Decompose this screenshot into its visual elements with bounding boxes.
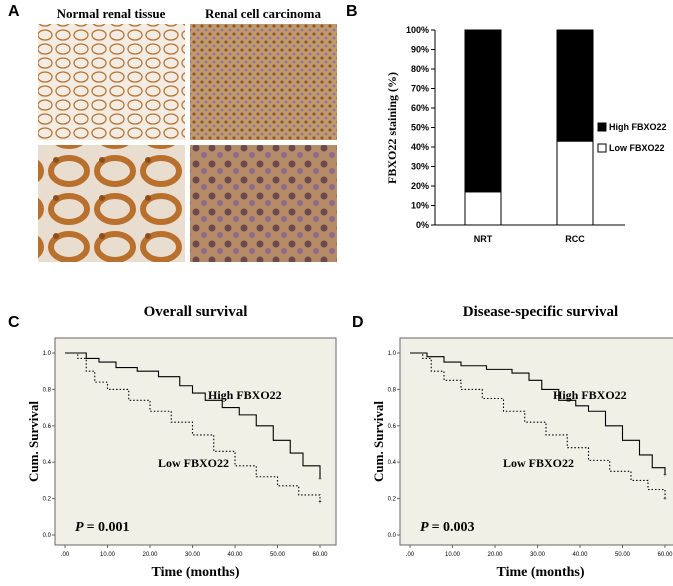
series-label: Low FBXO22 bbox=[503, 456, 574, 470]
p-symbol: P bbox=[75, 520, 84, 535]
y-tick-label: 60% bbox=[411, 103, 429, 113]
p-symbol: P bbox=[420, 520, 429, 535]
y-tick-label: 80% bbox=[411, 64, 429, 74]
x-tick-label: 10.00 bbox=[100, 552, 116, 558]
survival-curve bbox=[410, 352, 666, 475]
x-tick-label: 60.00 bbox=[312, 552, 328, 558]
bar-segment bbox=[556, 29, 594, 142]
y-tick-label: 40% bbox=[411, 142, 429, 152]
x-tick-label: 50.00 bbox=[615, 552, 631, 558]
y-axis-label: FBXO22 staining (%) bbox=[385, 72, 399, 184]
x-tick-label: 40.00 bbox=[572, 552, 588, 558]
y-tick-label: 0.6 bbox=[43, 424, 52, 430]
x-tick-label: 10.00 bbox=[445, 552, 461, 558]
y-tick-label: 0.2 bbox=[388, 497, 397, 503]
x-tick-label: 50.00 bbox=[270, 552, 286, 558]
panel-letter: A bbox=[8, 3, 20, 20]
y-tick-label: 100% bbox=[406, 25, 429, 35]
x-tick-label: 30.00 bbox=[530, 552, 546, 558]
y-axis-label: Cum. Survival bbox=[371, 401, 386, 482]
y-tick-label: 30% bbox=[411, 162, 429, 172]
panel-label: Normal renal tissue bbox=[57, 6, 166, 21]
legend-label: High FBXO22 bbox=[609, 122, 667, 132]
x-tick-label: 60.00 bbox=[657, 552, 673, 558]
y-tick-label: 0.4 bbox=[388, 460, 397, 466]
p-value: P = 0.003 bbox=[420, 520, 475, 535]
censor-mark: + bbox=[318, 475, 322, 483]
y-tick-label: 0.0 bbox=[43, 533, 52, 539]
panel-letter: D bbox=[352, 314, 364, 331]
x-tick-label: .00 bbox=[61, 552, 70, 558]
x-tick-label: .00 bbox=[406, 552, 415, 558]
panel-label: Renal cell carcinoma bbox=[205, 6, 322, 21]
micrograph bbox=[190, 24, 337, 140]
y-tick-label: 1.0 bbox=[43, 351, 52, 357]
x-tick-label: RCC bbox=[565, 234, 585, 244]
y-tick-label: 0.8 bbox=[43, 387, 52, 393]
bar-segment bbox=[464, 29, 502, 193]
y-tick-label: 90% bbox=[411, 45, 429, 55]
bar-segment bbox=[556, 140, 594, 226]
x-axis-label: Time (months) bbox=[496, 565, 584, 580]
y-tick-label: 10% bbox=[411, 201, 429, 211]
x-tick-label: NRT bbox=[474, 234, 493, 244]
legend-swatch bbox=[597, 143, 607, 153]
series-label: Low FBXO22 bbox=[158, 456, 229, 470]
y-tick-label: 0.6 bbox=[388, 424, 397, 430]
plot-area bbox=[399, 337, 673, 546]
censor-mark: + bbox=[663, 495, 667, 503]
survival-curve bbox=[65, 352, 321, 479]
x-axis-label: Time (months) bbox=[151, 565, 239, 580]
y-tick-label: 0.4 bbox=[43, 460, 52, 466]
micrograph bbox=[38, 145, 185, 262]
plot-area bbox=[54, 337, 337, 546]
y-axis-label: Cum. Survival bbox=[26, 401, 41, 482]
y-tick-label: 0% bbox=[416, 220, 429, 230]
censor-mark: + bbox=[318, 498, 322, 506]
p-value: P = 0.001 bbox=[75, 520, 130, 535]
x-tick-label: 20.00 bbox=[142, 552, 158, 558]
x-tick-label: 30.00 bbox=[185, 552, 201, 558]
chart-title: Overall survival bbox=[144, 304, 248, 320]
series-label: High FBXO22 bbox=[208, 388, 282, 402]
panel-letter: B bbox=[346, 3, 358, 20]
y-tick-label: 0.8 bbox=[388, 387, 397, 393]
series-label: High FBXO22 bbox=[553, 388, 627, 402]
chart-title: Disease-specific survival bbox=[463, 304, 618, 320]
y-tick-label: 50% bbox=[411, 123, 429, 133]
y-tick-label: 1.0 bbox=[388, 351, 397, 357]
bar-segment bbox=[464, 191, 502, 226]
p-text: = 0.001 bbox=[87, 520, 130, 535]
p-text: = 0.003 bbox=[432, 520, 475, 535]
y-tick-label: 0.2 bbox=[43, 497, 52, 503]
legend-swatch bbox=[597, 122, 607, 132]
panel-letter: C bbox=[8, 314, 20, 331]
micrograph bbox=[38, 24, 185, 140]
y-tick-label: 20% bbox=[411, 181, 429, 191]
x-tick-label: 40.00 bbox=[227, 552, 243, 558]
legend-label: Low FBXO22 bbox=[609, 143, 665, 153]
censor-mark: + bbox=[663, 471, 667, 479]
x-tick-label: 20.00 bbox=[487, 552, 503, 558]
micrograph bbox=[190, 145, 337, 262]
survival-curve bbox=[65, 352, 321, 503]
y-tick-label: 70% bbox=[411, 84, 429, 94]
y-tick-label: 0.0 bbox=[388, 533, 397, 539]
